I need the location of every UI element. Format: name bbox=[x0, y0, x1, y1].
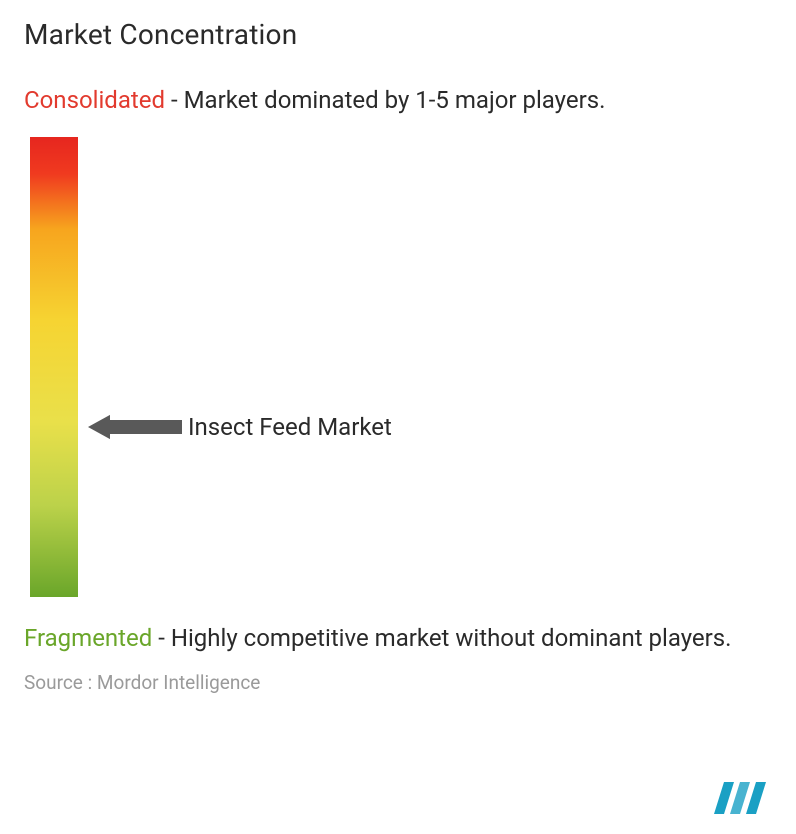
marker-label: Insect Feed Market bbox=[188, 413, 392, 441]
gradient-bar bbox=[30, 137, 78, 597]
concentration-scale: Insect Feed Market bbox=[30, 137, 772, 597]
fragmented-term: Fragmented bbox=[24, 624, 152, 652]
fragmented-legend: Fragmented - Highly competitive market w… bbox=[24, 623, 772, 653]
fragmented-separator: - bbox=[152, 624, 171, 652]
mordor-logo-icon bbox=[710, 778, 774, 818]
consolidated-legend: Consolidated - Market dominated by 1-5 m… bbox=[24, 85, 772, 115]
source-prefix: Source : bbox=[24, 671, 92, 694]
source-name: Mordor Intelligence bbox=[97, 671, 260, 694]
page-title: Market Concentration bbox=[24, 18, 772, 51]
market-marker: Insect Feed Market bbox=[88, 413, 392, 441]
fragmented-description: Highly competitive market without domina… bbox=[171, 624, 732, 652]
source-attribution: Source : Mordor Intelligence bbox=[24, 671, 772, 694]
consolidated-term: Consolidated bbox=[24, 86, 165, 114]
arrow-left-icon bbox=[88, 413, 182, 441]
consolidated-separator: - bbox=[165, 86, 184, 114]
consolidated-description: Market dominated by 1-5 major players. bbox=[184, 86, 606, 114]
